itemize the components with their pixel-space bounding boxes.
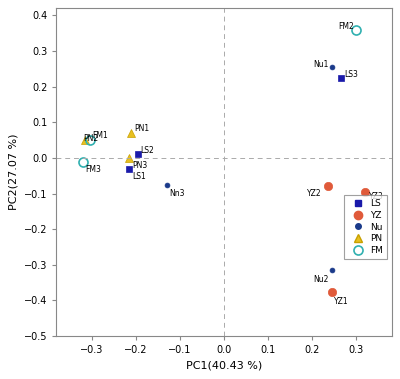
Text: LS2: LS2 — [141, 146, 154, 155]
Text: FM2: FM2 — [338, 22, 354, 31]
Text: Nu2: Nu2 — [314, 275, 329, 284]
Text: FM3: FM3 — [86, 165, 102, 174]
Text: YZ3: YZ3 — [369, 191, 384, 200]
Text: LS3: LS3 — [344, 70, 358, 80]
Legend: LS, YZ, Nu, PN, FM: LS, YZ, Nu, PN, FM — [344, 194, 387, 260]
X-axis label: PC1(40.43 %): PC1(40.43 %) — [186, 361, 262, 371]
Text: Nu1: Nu1 — [314, 60, 329, 69]
Text: YZ2: YZ2 — [306, 189, 321, 198]
Text: FM1: FM1 — [92, 132, 108, 140]
Text: Nn3: Nn3 — [169, 190, 185, 199]
Y-axis label: PC2(27.07 %): PC2(27.07 %) — [8, 134, 18, 210]
Text: PN3: PN3 — [132, 161, 147, 170]
Text: PN1: PN1 — [134, 124, 149, 133]
Text: PN2: PN2 — [83, 134, 98, 143]
Text: YZ1: YZ1 — [334, 297, 349, 306]
Text: LS1: LS1 — [132, 172, 146, 181]
